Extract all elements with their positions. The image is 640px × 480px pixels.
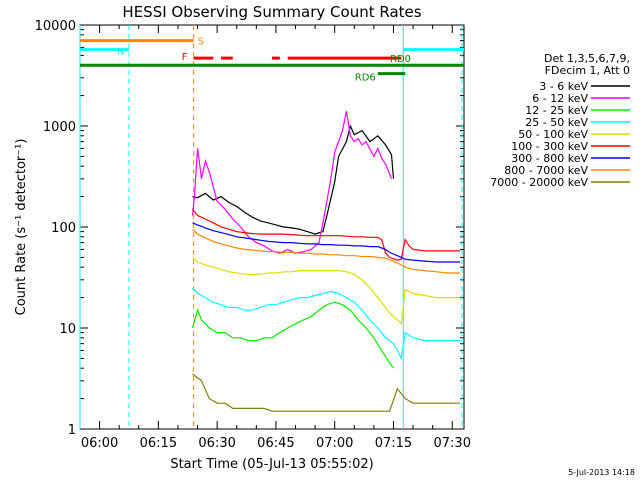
x-tick-label: 07:30: [434, 436, 471, 451]
series-line: [192, 208, 461, 261]
x-tick-label: 06:15: [140, 436, 177, 451]
legend-entry-label: 50 - 100 keV: [518, 128, 588, 141]
y-tick-label: 10: [59, 322, 76, 337]
state-bar-label: N: [117, 47, 124, 58]
x-tick-label: 06:00: [81, 436, 118, 451]
legend-entry-label: 6 - 12 keV: [532, 92, 588, 105]
state-bar-label: RD0: [390, 54, 411, 65]
plot-frame: [79, 24, 465, 430]
legend-entry-label: 25 - 50 keV: [525, 116, 588, 129]
legend: Det 1,3,5,6,7,9,FDecim 1, Att 0 3 - 6 keV…: [490, 52, 630, 189]
x-tick-label: 06:30: [198, 436, 235, 451]
series-line: [192, 287, 461, 361]
chart-title: HESSI Observing Summary Count Rates: [122, 3, 421, 21]
x-tick-label: 06:45: [257, 436, 294, 451]
state-bar-label: S: [198, 37, 204, 48]
y-tick-label: 100: [51, 221, 76, 236]
series-line: [191, 111, 393, 254]
axes-group: 1 10 100 1000 10000 06:00 06:15 06:30 06:45 07:00…: [35, 19, 471, 451]
x-axis-label: Start Time (05-Jul-13 05:55:02): [170, 457, 373, 472]
y-tick-label: 1000: [43, 120, 76, 135]
y-axis-label: Count Rate (s⁻¹ detector⁻¹): [14, 139, 29, 316]
legend-entry-label: 7000 - 20000 keV: [490, 176, 588, 189]
legend-entry-label: 12 - 25 keV: [525, 104, 588, 117]
series-line: [192, 373, 461, 412]
x-tick-label: 07:15: [375, 436, 412, 451]
y-tick-label: 10000: [35, 19, 76, 34]
legend-entry-label: 100 - 300 keV: [511, 140, 588, 153]
legend-entry-label: 300 - 800 keV: [511, 152, 588, 165]
marker-lines: [79, 25, 463, 429]
state-bars: S N F RD0 RD6: [80, 37, 464, 84]
state-bar-label: RD6: [355, 73, 376, 84]
legend-header: FDecim 1, Att 0: [545, 64, 630, 77]
footer-timestamp: 5-Jul-2013 14:18: [568, 468, 635, 477]
series-line: [192, 124, 395, 235]
legend-header: Det 1,3,5,6,7,9,: [544, 52, 630, 65]
legend-entry-label: 3 - 6 keV: [539, 80, 588, 93]
y-tick-label: 1: [68, 423, 76, 438]
x-tick-label: 07:00: [316, 436, 353, 451]
series-line: [192, 222, 461, 263]
series-line: [192, 228, 461, 274]
series-line: [192, 256, 461, 326]
legend-entry-label: 800 - 7000 keV: [504, 164, 588, 177]
series-line: [191, 301, 394, 369]
state-bar-label: F: [182, 52, 188, 63]
series-group: [191, 111, 461, 412]
